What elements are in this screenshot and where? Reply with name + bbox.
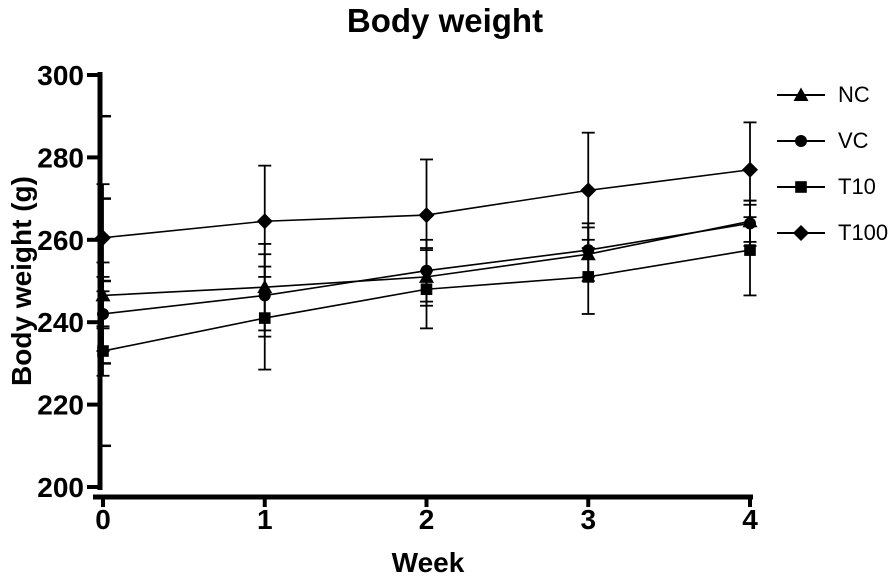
chart-title: Body weight	[346, 2, 544, 39]
x-tick-label: 3	[580, 504, 596, 535]
y-tick-label: 200	[37, 472, 84, 503]
legend-label: T100	[838, 220, 889, 245]
y-tick-label: 240	[37, 307, 84, 338]
chart-legend: NC VC T10 T100	[776, 72, 888, 256]
legend-item-VC: VC	[776, 118, 888, 164]
y-tick-label: 300	[37, 60, 84, 91]
y-tick-label: 260	[37, 225, 84, 256]
triangle-icon	[777, 87, 825, 101]
circle-icon	[777, 135, 825, 147]
legend-item-NC: NC	[776, 72, 888, 118]
square-icon	[777, 181, 825, 193]
y-tick-label: 280	[37, 142, 84, 173]
legend-item-T100: T100	[776, 210, 888, 256]
diamond-icon	[777, 225, 825, 241]
y-tick-label: 220	[37, 390, 84, 421]
legend-label: T10	[838, 174, 876, 199]
legend-item-T10: T10	[776, 164, 888, 210]
legend-label: NC	[838, 82, 870, 107]
x-tick-label: 2	[419, 504, 435, 535]
series-markers-VC	[97, 217, 756, 320]
series-markers-T100	[95, 161, 758, 246]
series-markers-T10	[97, 244, 756, 357]
x-tick-label: 0	[95, 504, 111, 535]
x-tick-label: 1	[257, 504, 273, 535]
legend-label: VC	[838, 128, 869, 153]
x-tick-label: 4	[742, 504, 758, 535]
